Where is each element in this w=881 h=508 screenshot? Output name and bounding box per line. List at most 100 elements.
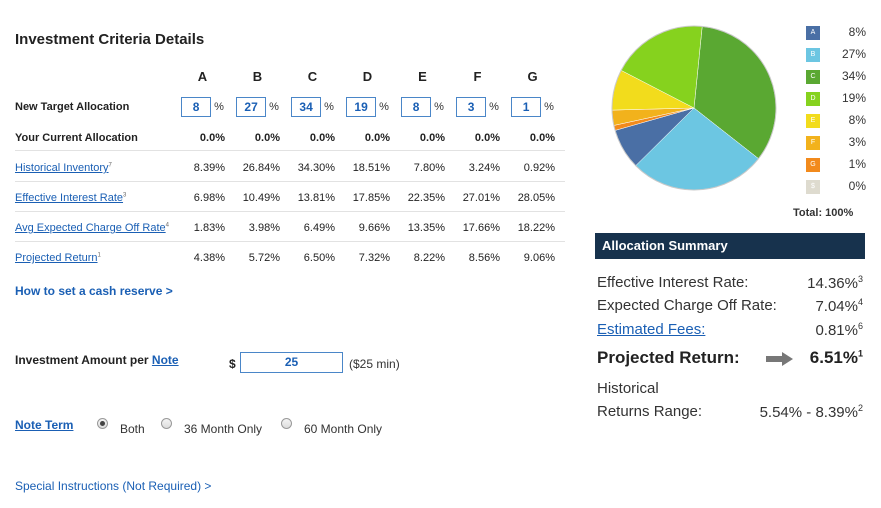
legend-item: A 8% [806,24,866,44]
current-allocation-row: Your Current Allocation 0.0% 0.0% 0.0% 0… [10,132,560,144]
radio-36-month[interactable] [161,418,172,429]
legend-item: F 3% [806,134,866,154]
legend-item: C 34% [806,68,866,88]
grade-header: G [527,69,538,84]
table-cell: 28.05% [517,192,555,204]
legend-swatch: $ [806,180,820,194]
legend-swatch: F [806,136,820,150]
legend-value: 19% [841,91,866,105]
divider [15,211,565,212]
target-allocation-label: New Target Allocation [15,101,130,113]
table-cell: 34.30% [297,162,335,174]
radio-both[interactable] [97,418,108,429]
target-input-f[interactable]: 3 [456,97,487,117]
divider [15,181,565,182]
table-cell: 0.0% [309,132,335,144]
grade-header-row: A B C D E F G [10,69,560,84]
summary-fees: Estimated Fees: 0.81%6 [597,321,863,339]
minimum-amount-note: ($25 min) [349,357,400,371]
investment-amount-label: Investment Amount per Note [15,353,179,367]
radio-60-month[interactable] [281,418,292,429]
grade-header: E [418,69,427,84]
table-cell: 26.84% [242,162,280,174]
note-term-link[interactable]: Note Term [15,418,74,432]
legend-value: 1% [848,157,866,171]
legend-item: B 27% [806,46,866,66]
historical-inventory-link[interactable]: Historical Inventory [15,162,109,174]
legend-swatch: G [806,158,820,172]
table-cell: 27.01% [462,192,500,204]
legend-swatch: C [806,70,820,84]
legend-swatch: E [806,114,820,128]
summary-historical-range: Historical Returns Range: 5.54% - 8.39%2 [597,380,863,421]
effective-interest-link[interactable]: Effective Interest Rate [15,192,124,204]
table-cell: 4.38% [193,252,225,264]
table-cell: 9.06% [523,252,555,264]
summary-projected-return: Projected Return: 6.51%1 [597,348,863,367]
cash-reserve-link[interactable]: How to set a cash reserve > [15,284,173,298]
grade-header: B [252,69,263,84]
grade-header: A [197,69,208,84]
legend-item: D 19% [806,90,866,110]
divider [15,150,565,151]
allocation-pie-chart [611,25,777,191]
table-cell: 1.83% [193,222,225,234]
summary-charge-off: Expected Charge Off Rate: 7.04%4 [597,297,863,315]
table-cell: 6.98% [193,192,225,204]
grade-header: C [307,69,318,84]
pie-outline [611,25,777,191]
table-row: Historical Inventory7 8.39% 26.84% 34.30… [10,162,560,174]
table-row: Projected Return1 4.38% 5.72% 6.50% 7.32… [10,252,560,264]
summary-effective-interest: Effective Interest Rate: 14.36%3 [597,274,863,292]
table-cell: 0.0% [364,132,390,144]
table-cell: 0.0% [529,132,555,144]
table-cell: 13.81% [297,192,335,204]
table-row: Avg Expected Charge Off Rate4 1.83% 3.98… [10,222,560,234]
table-row: Effective Interest Rate3 6.98% 10.49% 13… [10,192,560,204]
table-cell: 3.24% [468,162,500,174]
grade-header: F [473,69,482,84]
table-cell: 17.66% [462,222,500,234]
note-link[interactable]: Note [151,353,179,367]
table-cell: 10.49% [242,192,280,204]
table-cell: 0.0% [199,132,225,144]
legend-value: 27% [841,47,866,61]
allocation-summary-header: Allocation Summary [595,233,865,259]
target-input-g[interactable]: 1 [511,97,542,117]
charge-off-rate-link[interactable]: Avg Expected Charge Off Rate [15,222,166,234]
table-cell: 8.56% [468,252,500,264]
legend-swatch: D [806,92,820,106]
target-input-c[interactable]: 34 [291,97,322,117]
legend-value: 8% [848,25,866,39]
radio-label-36-month: 36 Month Only [184,422,263,436]
table-cell: 18.51% [352,162,390,174]
table-cell: 7.32% [358,252,390,264]
estimated-fees-link[interactable]: Estimated Fees: [597,321,706,338]
radio-label-both: Both [120,422,145,436]
table-cell: 9.66% [358,222,390,234]
legend-swatch: B [806,48,820,62]
grade-header: D [362,69,373,84]
legend-value: 3% [848,135,866,149]
table-cell: 3.98% [248,222,280,234]
table-cell: 0.92% [523,162,555,174]
table-cell: 22.35% [407,192,445,204]
target-input-a[interactable]: 8 [181,97,212,117]
table-cell: 18.22% [517,222,555,234]
radio-label-60-month: 60 Month Only [304,422,383,436]
projected-return-link[interactable]: Projected Return [15,252,98,264]
target-input-b[interactable]: 27 [236,97,267,117]
table-cell: 17.85% [352,192,390,204]
table-cell: 8.39% [193,162,225,174]
target-input-e[interactable]: 8 [401,97,432,117]
table-cell: 0.0% [419,132,445,144]
investment-amount-input[interactable]: 25 [240,352,343,373]
table-cell: 8.22% [413,252,445,264]
target-allocation-row: New Target Allocation 8% 27% 34% 19% 8% … [10,96,560,118]
target-input-d[interactable]: 19 [346,97,377,117]
table-cell: 5.72% [248,252,280,264]
legend-value: 8% [848,113,866,127]
arrow-right-icon [766,352,793,366]
special-instructions-link[interactable]: Special Instructions (Not Required) > [15,479,212,493]
table-cell: 6.49% [303,222,335,234]
